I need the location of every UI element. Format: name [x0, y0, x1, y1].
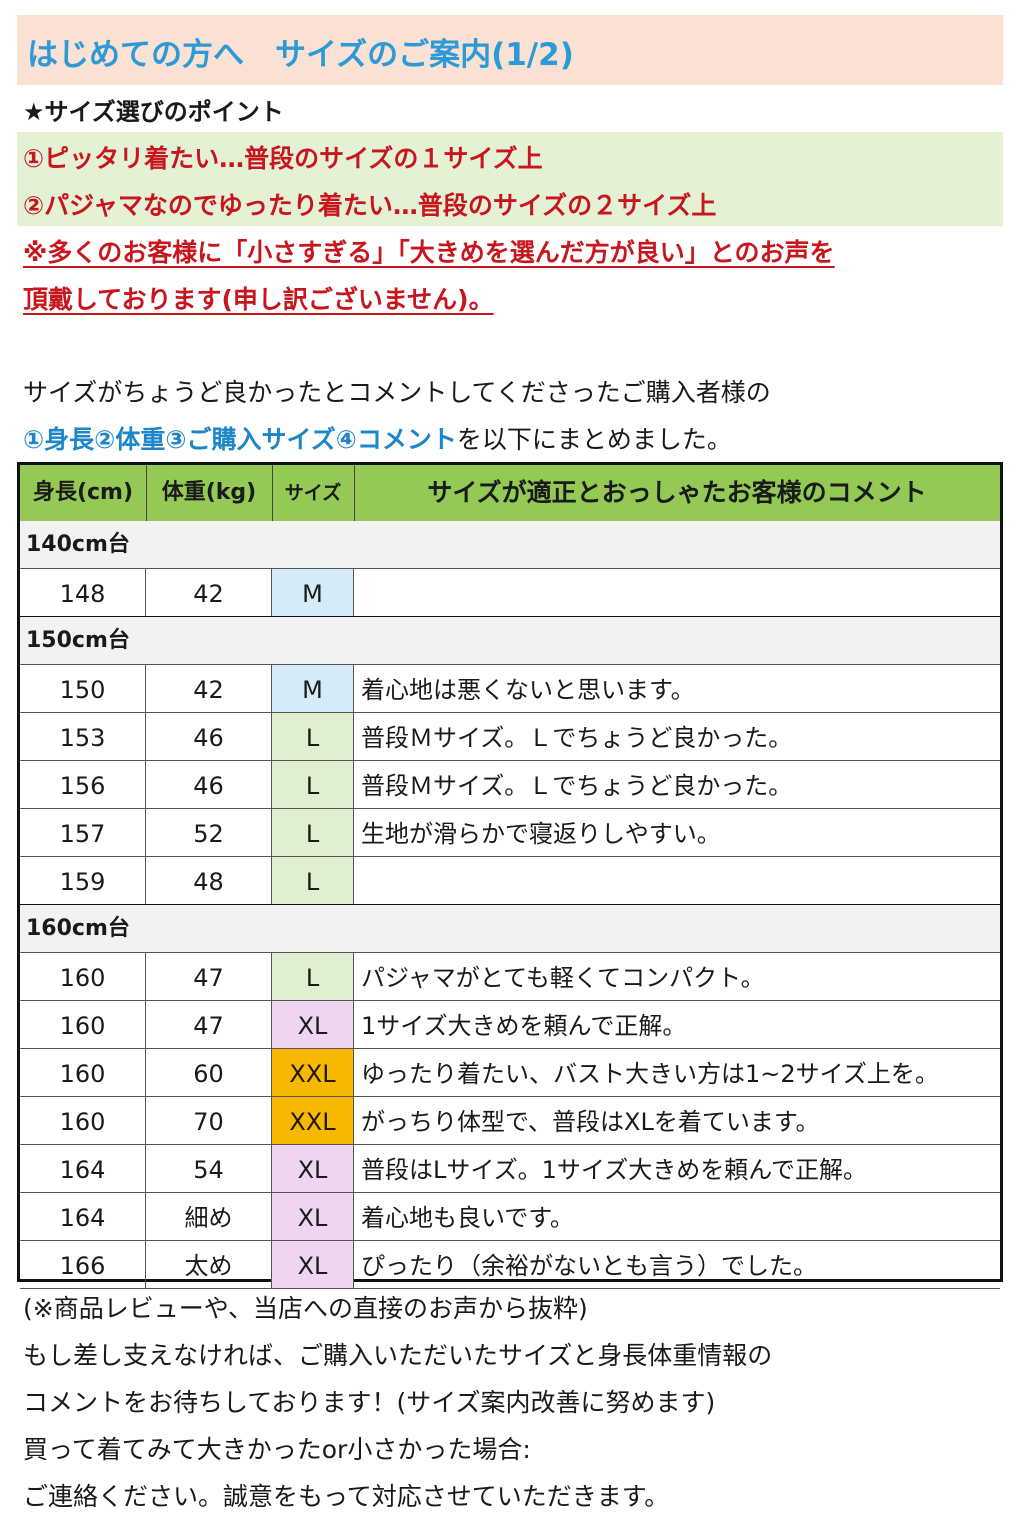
comment-cell: 着心地も良いです。: [361, 1204, 574, 1232]
height-cell: 156: [20, 761, 146, 808]
height-cell: 160: [20, 1097, 146, 1144]
point-2: ②パジャマなのでゆったり着たい…普段のサイズの２サイズ上: [23, 191, 717, 220]
comment-cell: がっちり体型で、普段はXLを着ています。: [361, 1108, 820, 1136]
intro-line-1: サイズがちょうど良かったとコメントしてくださったご購入者様の: [23, 378, 771, 407]
header-size: サイズ: [272, 465, 355, 521]
point-band-1: [17, 132, 1003, 179]
group-label: 140cm台: [26, 532, 130, 557]
table-row: 150 42 M 着心地は悪くないと思います。: [20, 665, 1000, 713]
table-row: 156 46 L 普段Ｍサイズ。Ｌでちょうど良かった。: [20, 761, 1000, 809]
point-1: ①ピッタリ着たい…普段のサイズの１サイズ上: [23, 144, 543, 173]
group-label: 150cm台: [26, 628, 130, 653]
comment-cell: 着心地は悪くないと思います。: [361, 676, 695, 704]
table-row: 160 47 XL 1サイズ大きめを頼んで正解。: [20, 1001, 1000, 1049]
weight-cell: 太め: [146, 1241, 272, 1288]
intro-line-2: ①身長②体重③ご購入サイズ④コメントを以下にまとめました。: [23, 420, 732, 456]
height-cell: 157: [20, 809, 146, 856]
group-row: 140cm台: [20, 521, 1000, 569]
group-row: 150cm台: [20, 617, 1000, 665]
weight-cell: 52: [146, 809, 272, 856]
size-cell: XXL: [272, 1097, 354, 1144]
size-cell: L: [272, 761, 354, 808]
size-review-table: 身長(cm) 体重(kg) サイズ サイズが適正とおっしゃたお客様のコメント 1…: [17, 462, 1003, 1289]
header-height: 身長(cm): [20, 465, 147, 521]
comment-cell: 普段はLサイズ。1サイズ大きめを頼んで正解。: [361, 1156, 867, 1184]
weight-cell: 46: [146, 713, 272, 760]
size-cell: L: [272, 857, 354, 904]
point-band-2: [17, 179, 1003, 226]
height-cell: 160: [20, 1049, 146, 1096]
comment-cell: 生地が滑らかで寝返りしやすい。: [361, 820, 721, 848]
comment-cell: 普段Ｍサイズ。Ｌでちょうど良かった。: [361, 724, 793, 752]
height-cell: 164: [20, 1145, 146, 1192]
weight-cell: 70: [146, 1097, 272, 1144]
intro-rest: を以下にまとめました。: [456, 425, 732, 454]
weight-cell: 46: [146, 761, 272, 808]
footer-line-4: 買って着てみて大きかったor小さかった場合:: [23, 1435, 531, 1464]
size-cell: XL: [272, 1241, 354, 1288]
height-cell: 150: [20, 665, 146, 712]
table-row: 148 42 M: [20, 569, 1000, 619]
size-cell: XL: [272, 1193, 354, 1240]
comment-cell: 1サイズ大きめを頼んで正解。: [361, 1012, 687, 1040]
size-cell: L: [272, 809, 354, 856]
weight-cell: 54: [146, 1145, 272, 1192]
weight-cell: 42: [146, 665, 272, 712]
weight-cell: 47: [146, 953, 272, 1000]
table-row: 159 48 L: [20, 857, 1000, 907]
height-cell: 166: [20, 1241, 146, 1288]
weight-cell: 42: [146, 569, 272, 616]
weight-cell: 48: [146, 857, 272, 904]
height-cell: 160: [20, 953, 146, 1000]
comment-cell: ゆったり着たい、バスト大きい方は1~2サイズ上を。: [361, 1060, 939, 1088]
group-label: 160cm台: [26, 916, 130, 941]
notice-line-1: ※多くのお客様に「小さすぎる」「大きめを選んだ方が良い」とのお声を: [23, 238, 835, 267]
footer-line-3: コメントをお待ちしております！(サイズ案内改善に努めます): [23, 1388, 716, 1417]
height-cell: 153: [20, 713, 146, 760]
table-row: 160 47 L パジャマがとても軽くてコンパクト。: [20, 953, 1000, 1001]
height-cell: 164: [20, 1193, 146, 1240]
group-row: 160cm台: [20, 905, 1000, 953]
header-comment: サイズが適正とおっしゃたお客様のコメント: [427, 478, 927, 507]
title-banner: はじめての方へ サイズのご案内(1/2): [17, 15, 1003, 85]
intro-highlight: ①身長②体重③ご購入サイズ④コメント: [23, 425, 457, 454]
notice-line-2: 頂戴しております(申し訳ございません)。: [23, 285, 494, 314]
height-cell: 159: [20, 857, 146, 904]
table-header: 身長(cm) 体重(kg) サイズ サイズが適正とおっしゃたお客様のコメント: [20, 465, 1000, 524]
page-title: はじめての方へ サイズのご案内(1/2): [27, 37, 574, 73]
table-row: 164 細め XL 着心地も良いです。: [20, 1193, 1000, 1241]
table-row: 160 60 XXL ゆったり着たい、バスト大きい方は1~2サイズ上を。: [20, 1049, 1000, 1097]
comment-cell: 普段Ｍサイズ。Ｌでちょうど良かった。: [361, 772, 793, 800]
height-cell: 148: [20, 569, 146, 616]
table-row: 160 70 XXL がっちり体型で、普段はXLを着ています。: [20, 1097, 1000, 1145]
size-cell: L: [272, 713, 354, 760]
weight-cell: 細め: [146, 1193, 272, 1240]
comment-cell: ぴったり（余裕がないとも言う）でした。: [361, 1252, 817, 1280]
height-cell: 160: [20, 1001, 146, 1048]
size-cell: XL: [272, 1145, 354, 1192]
comment-cell: パジャマがとても軽くてコンパクト。: [361, 964, 765, 992]
table-row: 153 46 L 普段Ｍサイズ。Ｌでちょうど良かった。: [20, 713, 1000, 761]
table-row: 166 太め XL ぴったり（余裕がないとも言う）でした。: [20, 1241, 1000, 1289]
comment-cell: [354, 569, 1000, 616]
size-cell: XL: [272, 1001, 354, 1048]
size-cell: M: [272, 665, 354, 712]
footer-line-2: もし差し支えなければ、ご購入いただいたサイズと身長体重情報の: [23, 1341, 773, 1370]
points-heading: ★サイズ選びのポイント: [23, 98, 284, 126]
table-row: 157 52 L 生地が滑らかで寝返りしやすい。: [20, 809, 1000, 857]
table-row: 164 54 XL 普段はLサイズ。1サイズ大きめを頼んで正解。: [20, 1145, 1000, 1193]
comment-cell: [354, 857, 1000, 904]
weight-cell: 60: [146, 1049, 272, 1096]
size-cell: L: [272, 953, 354, 1000]
footer-line-5: ご連絡ください。誠意をもって対応させていただきます。: [23, 1482, 670, 1511]
footer-line-1: (※商品レビューや、当店への直接のお声から抜粋): [23, 1294, 588, 1323]
size-cell: XXL: [272, 1049, 354, 1096]
weight-cell: 47: [146, 1001, 272, 1048]
size-cell: M: [272, 569, 354, 616]
header-weight: 体重(kg): [146, 465, 273, 521]
